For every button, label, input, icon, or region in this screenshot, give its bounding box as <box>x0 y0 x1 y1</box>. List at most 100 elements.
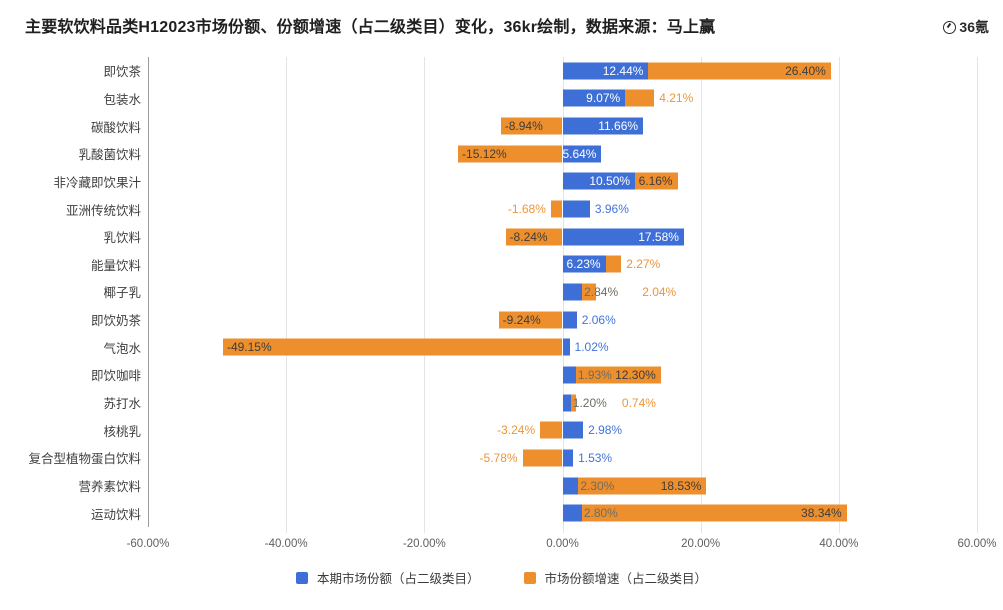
x-tick-label: -60.00% <box>126 538 170 550</box>
legend-label-growth: 市场份额增速（占二级类目） <box>544 572 708 586</box>
36kr-logo-text: 36氪 <box>959 19 989 35</box>
x-gridline <box>286 57 288 533</box>
share-bar <box>562 394 571 412</box>
growth-value-label: 6.16% <box>638 174 673 189</box>
x-gridline <box>977 57 978 533</box>
x-gridline <box>700 57 702 533</box>
bar-row: 2.80% 38.34% <box>148 499 977 527</box>
category-label: 包装水 <box>103 92 141 107</box>
growth-value-label: -8.94% <box>504 119 543 134</box>
share-value-label: 11.66% <box>598 119 639 134</box>
category-label: 营养素饮料 <box>78 480 141 495</box>
bar-row: 2.30% 18.53% <box>148 472 977 500</box>
category-label: 乳饮料 <box>103 231 141 246</box>
share-value-label: 2.30% <box>580 478 615 493</box>
category-label: 碳酸饮料 <box>90 120 141 135</box>
x-gridline <box>838 57 840 533</box>
x-axis: -60.00% -40.00% -20.00% 0.00% 20.00% 40.00% 60… <box>127 538 997 554</box>
category-label: 气泡水 <box>103 341 141 356</box>
share-value-label: 9.07% <box>586 91 621 106</box>
x-tick-label: -40.00% <box>264 538 308 550</box>
legend-item-growth: 市场份额增速（占二级类目） <box>523 568 708 587</box>
growth-bar <box>635 172 678 190</box>
share-bar <box>562 311 577 329</box>
growth-value-label: 18.53% <box>660 478 702 493</box>
share-value-label: 3.96% <box>594 202 629 217</box>
bar-row: 1.53% -5.78% <box>148 444 977 472</box>
growth-value-label: -49.15% <box>226 340 272 355</box>
growth-bar <box>648 62 831 80</box>
share-bar <box>562 145 602 163</box>
bar-row: 11.66% -8.94% <box>148 112 977 140</box>
36kr-logo: 36氪 <box>943 17 989 37</box>
share-bar <box>562 228 684 246</box>
share-value-label: 12.44% <box>602 63 644 78</box>
share-value-label: 17.58% <box>638 229 679 244</box>
36kr-logo-icon <box>943 20 957 34</box>
bar-row: 10.50% 6.16% <box>148 168 977 196</box>
share-bar <box>562 477 579 495</box>
growth-bar <box>222 338 563 356</box>
share-value-label: 1.02% <box>574 340 609 355</box>
category-label: 核桃乳 <box>103 424 141 439</box>
x-tick-label: -20.00% <box>402 538 446 550</box>
share-bar <box>562 62 649 80</box>
bar-row: 1.20% 0.74% <box>148 389 977 417</box>
category-label: 亚洲传统饮料 <box>65 203 141 218</box>
category-label: 非冷藏即饮果汁 <box>53 175 141 190</box>
growth-value-label: 38.34% <box>801 506 842 521</box>
growth-value-label: 4.21% <box>659 91 694 106</box>
growth-bar <box>540 421 563 439</box>
growth-bar <box>500 117 563 135</box>
growth-value-label: -9.24% <box>502 312 541 327</box>
growth-value-label: 0.74% <box>621 395 656 410</box>
growth-bar <box>550 200 563 218</box>
legend: 本期市场份额（占二级类目） 市场份额增速（占二级类目） <box>0 568 1003 587</box>
growth-value-label: 2.27% <box>626 257 661 272</box>
bar-row: 6.23% 2.27% <box>148 251 977 279</box>
x-gridline <box>424 57 426 533</box>
growth-bar <box>505 228 563 246</box>
legend-item-share: 本期市场份额（占二级类目） <box>295 568 480 587</box>
growth-bar <box>578 477 707 495</box>
share-bar <box>562 449 574 467</box>
growth-bar <box>458 145 563 163</box>
legend-swatch-growth <box>523 571 536 584</box>
legend-swatch-share <box>295 571 308 584</box>
share-value-label: 1.93% <box>577 367 612 382</box>
category-label: 椰子乳 <box>103 286 141 301</box>
share-bar <box>562 200 590 218</box>
share-value-label: 10.50% <box>589 174 631 189</box>
bar-row: 2.06% -9.24% <box>148 306 977 334</box>
bar-row: 5.64% -15.12% <box>148 140 977 168</box>
x-tick-label: 40.00% <box>819 538 859 550</box>
legend-label-share: 本期市场份额（占二级类目） <box>316 572 480 586</box>
bar-row: 2.84% 2.04% <box>148 278 977 306</box>
growth-bar <box>522 449 563 467</box>
category-label: 运动饮料 <box>90 507 141 522</box>
share-value-label: 1.53% <box>578 450 613 465</box>
category-label: 即饮咖啡 <box>90 369 141 384</box>
growth-bar <box>582 283 597 301</box>
growth-value-label: -5.78% <box>479 450 518 465</box>
bar-row: 2.98% -3.24% <box>148 416 977 444</box>
growth-bar <box>581 504 847 522</box>
share-value-label: 6.23% <box>566 257 601 272</box>
share-bar <box>562 117 644 135</box>
share-value-label: 2.98% <box>588 423 623 438</box>
category-axis-line <box>148 57 149 527</box>
share-bar <box>562 89 626 107</box>
plot-area: 12.44% 26.40% 9.07% 4.21% 11.66% -8.94% 5.64% -… <box>148 57 978 533</box>
x-tick-label: 60.00% <box>957 538 997 550</box>
share-value-label: 2.84% <box>584 284 619 299</box>
x-tick-label: 0.00% <box>546 538 579 550</box>
x-tick-label: 20.00% <box>681 538 721 550</box>
growth-bar <box>498 311 563 329</box>
bar-row: 9.07% 4.21% <box>148 85 977 113</box>
category-label: 乳酸菌饮料 <box>78 148 141 163</box>
share-value-label: 2.80% <box>583 506 618 521</box>
share-bar <box>562 338 570 356</box>
growth-value-label: 26.40% <box>785 63 826 78</box>
bar-row: 3.96% -1.68% <box>148 195 977 223</box>
growth-bar <box>625 89 655 107</box>
